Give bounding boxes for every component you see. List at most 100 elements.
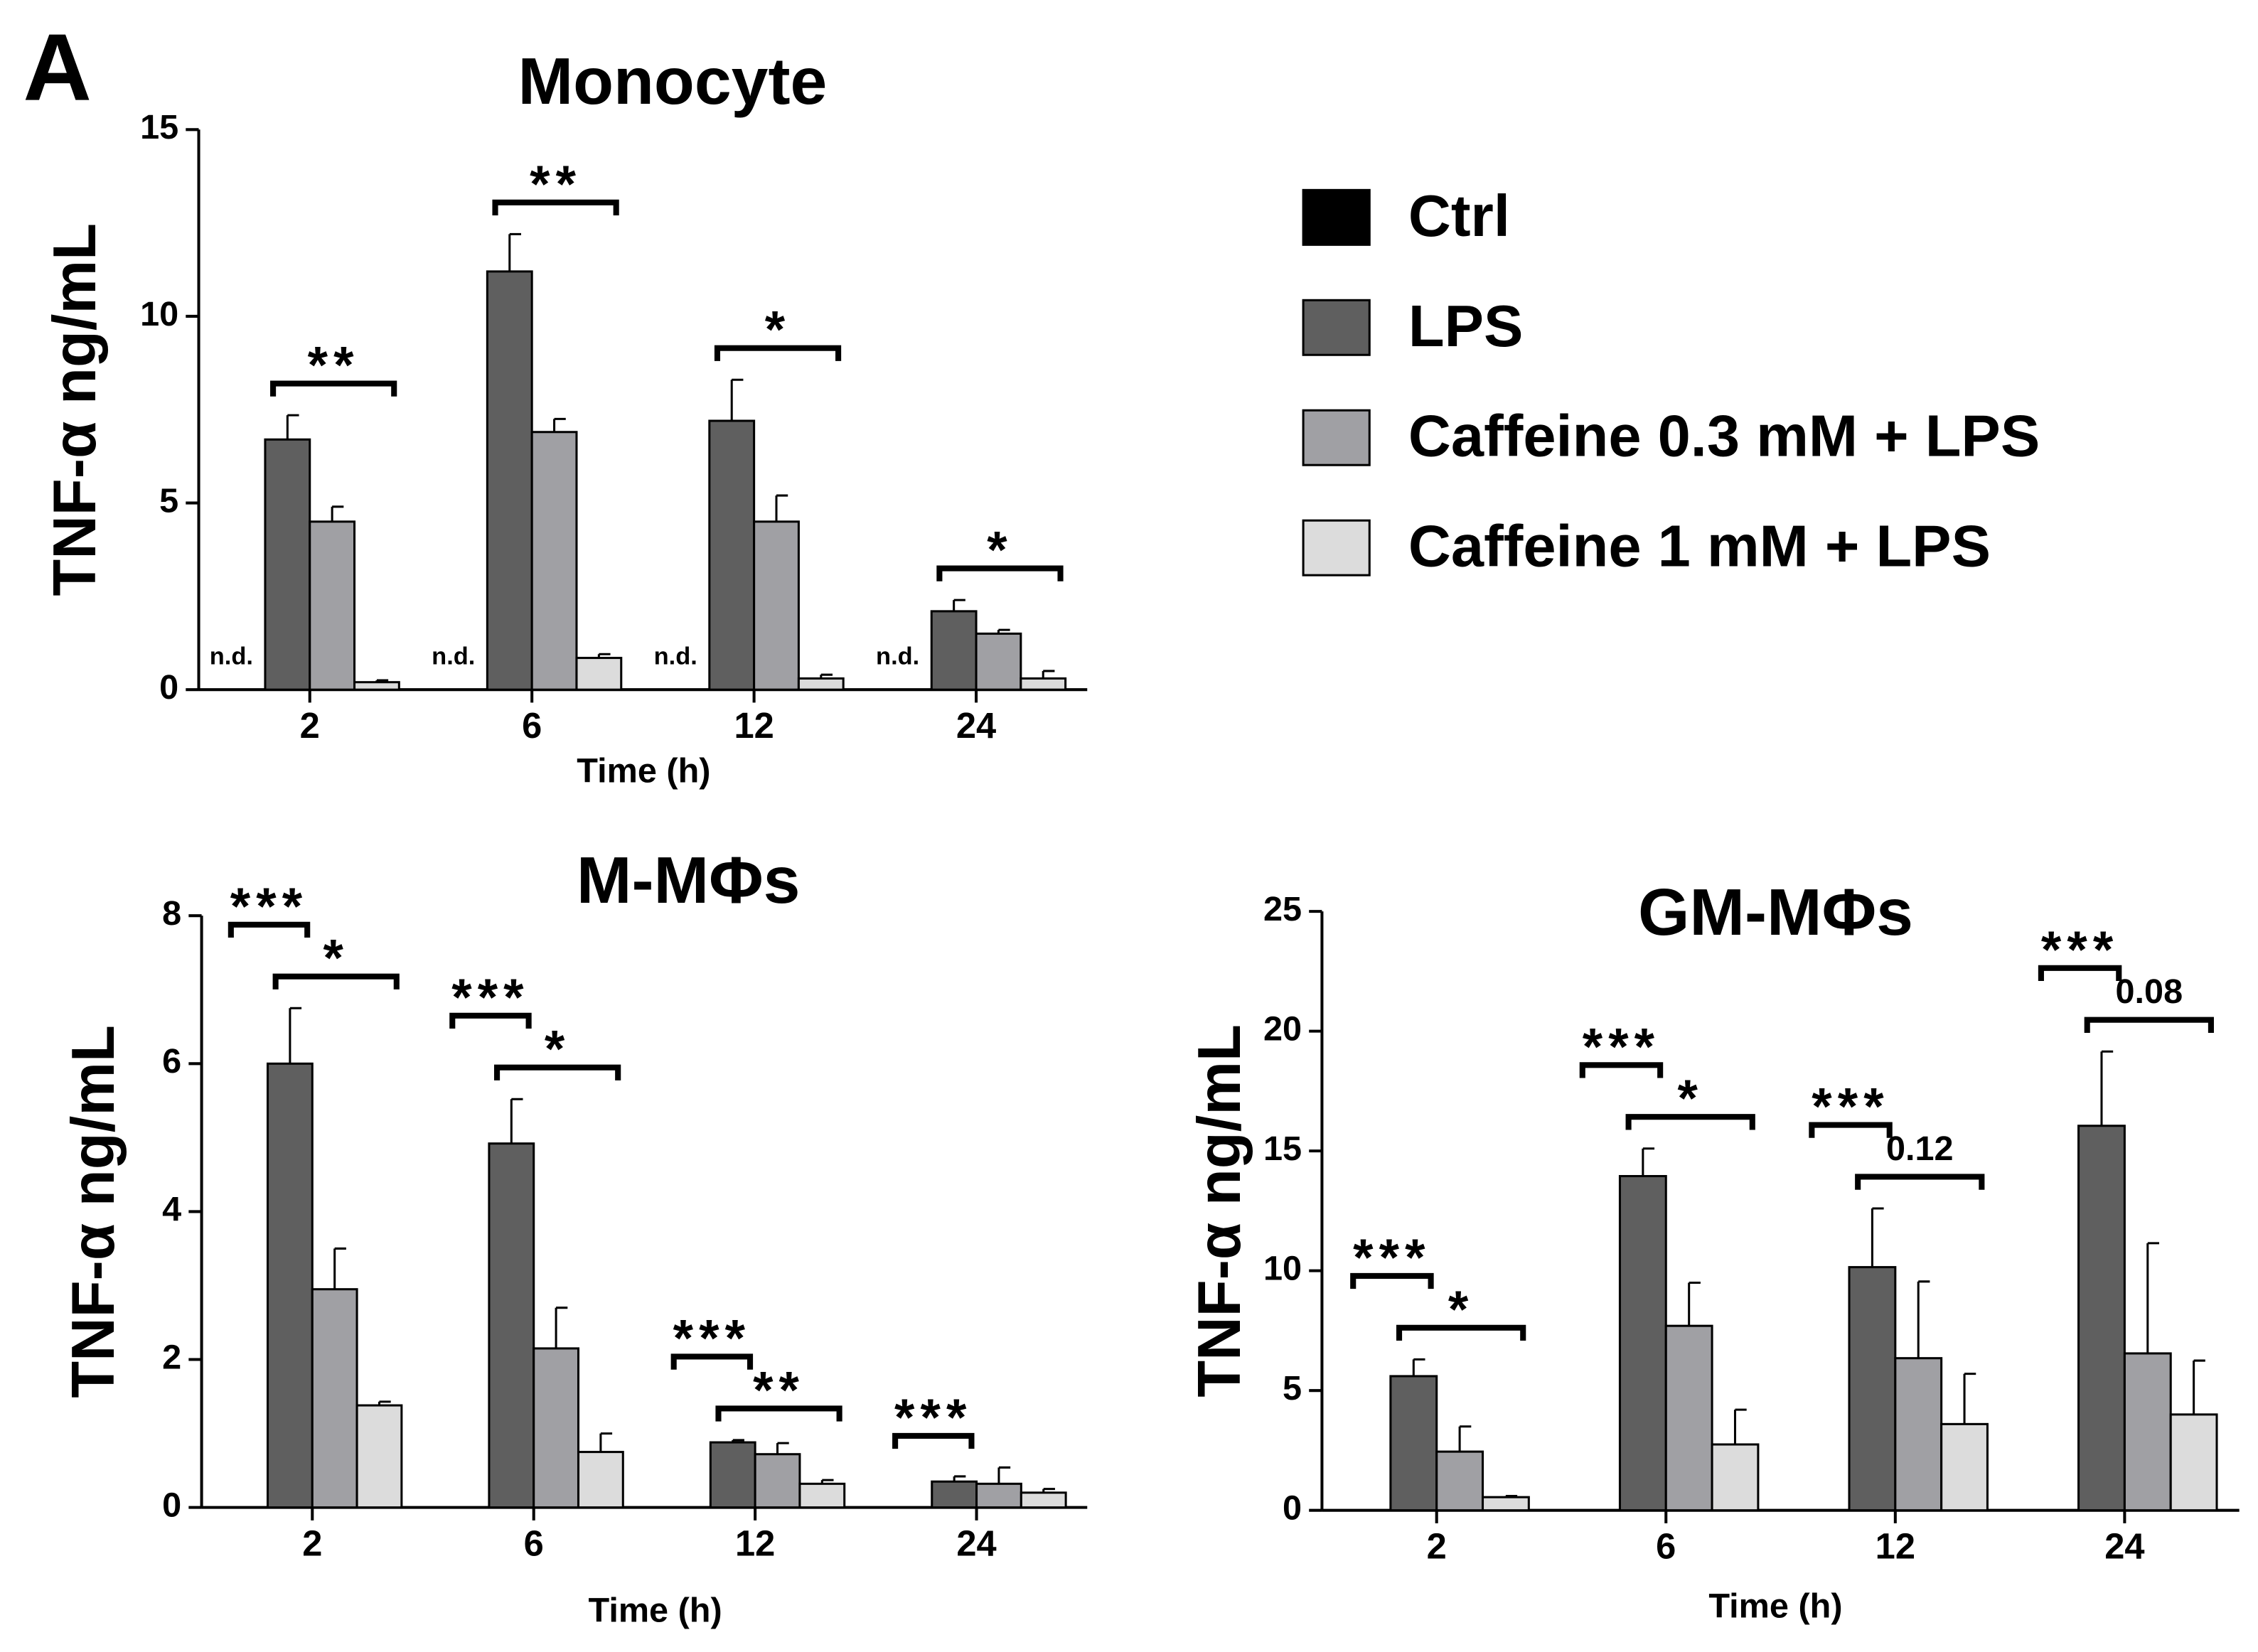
y-axis-label: TNF-α ng/mL [60, 1025, 127, 1398]
significance-label: *** [451, 969, 529, 1026]
significance-label: *** [230, 878, 308, 935]
significance-label: 0.08 [2116, 972, 2183, 1011]
significance-label: * [765, 301, 791, 359]
y-tick-label: 20 [1263, 1009, 1302, 1048]
bar [753, 520, 800, 691]
bar [1481, 1496, 1530, 1512]
x-axis-label: Time (h) [577, 752, 710, 790]
significance-bracket [936, 565, 1064, 581]
bar [1940, 1422, 1989, 1512]
y-tick-label: 0 [162, 1486, 181, 1524]
significance-label: 0.12 [1886, 1130, 1954, 1168]
bar [975, 1482, 1022, 1509]
y-tick-label: 10 [140, 295, 178, 333]
significance-bracket [2038, 965, 2122, 982]
bar [797, 677, 845, 691]
chart-title: Monocyte [518, 44, 828, 118]
y-tick-label: 4 [162, 1190, 181, 1228]
x-tick-label: 24 [956, 1523, 996, 1564]
x-tick-label: 2 [1427, 1526, 1447, 1567]
x-tick-label: 2 [302, 1523, 322, 1564]
y-tick-label: 10 [1263, 1250, 1302, 1288]
legend-label: Caffeine 1 mM + LPS [1408, 513, 1991, 579]
significance-bracket [670, 1353, 754, 1370]
x-tick-label: 6 [1656, 1526, 1676, 1567]
y-tick-label: 15 [140, 108, 178, 146]
y-tick-label: 8 [162, 894, 181, 933]
chart-title: M-MΦs [577, 843, 801, 917]
legend-swatch [1302, 409, 1371, 466]
bar [930, 610, 978, 691]
significance-label: *** [673, 1309, 751, 1367]
bar [486, 270, 533, 691]
significance-label: * [1448, 1281, 1474, 1339]
significance-label: ** [530, 156, 582, 213]
y-tick-label: 0 [1283, 1489, 1302, 1528]
bar [709, 1441, 756, 1509]
x-tick-label: 2 [300, 705, 320, 746]
significance-bracket [272, 973, 400, 989]
bar [1894, 1357, 1943, 1512]
bar [311, 1288, 358, 1509]
bar [1435, 1450, 1484, 1512]
significance-bracket [1625, 1114, 1755, 1130]
legend-label: Caffeine 0.3 mM + LPS [1408, 403, 2040, 469]
chart: Monocyte Time (h) TNF-α ng/mL 0 5 10 15 2 6 12 24 n… [41, 44, 1088, 790]
x-axis-label: Time (h) [589, 1591, 722, 1629]
bar [575, 657, 623, 691]
significance-label: * [1677, 1070, 1703, 1127]
x-tick-label: 24 [2104, 1526, 2144, 1567]
significance-bracket [1396, 1324, 1526, 1341]
x-tick-label: 6 [522, 705, 542, 746]
bar [488, 1142, 535, 1509]
y-tick-label: 15 [1263, 1130, 1302, 1168]
significance-bracket [892, 1432, 975, 1449]
bar [353, 681, 400, 691]
legend-label: LPS [1408, 293, 1523, 359]
bar [309, 520, 356, 691]
bar [530, 431, 578, 691]
bar [1389, 1375, 1438, 1512]
bar [2123, 1352, 2172, 1512]
bar [1618, 1175, 1667, 1512]
significance-label: *** [2041, 921, 2119, 979]
y-axis-label: TNF-α ng/mL [41, 223, 109, 596]
significance-bracket [228, 921, 311, 938]
x-tick-label: 6 [524, 1523, 544, 1564]
significance-bracket [1579, 1062, 1664, 1078]
bar [533, 1347, 580, 1509]
bar [1711, 1443, 1760, 1512]
bar [1020, 677, 1067, 691]
y-axis-label: TNF-α ng/mL [1186, 1024, 1253, 1398]
bar [754, 1453, 801, 1509]
bar [1664, 1324, 1713, 1512]
bar [264, 438, 311, 691]
bar [355, 1404, 403, 1509]
bar [2077, 1125, 2126, 1512]
significance-bracket [1350, 1272, 1434, 1289]
x-tick-label: 24 [956, 705, 996, 746]
x-tick-label: 12 [1876, 1526, 1915, 1567]
bar [1020, 1491, 1067, 1509]
bar [931, 1480, 978, 1509]
significance-bracket [270, 380, 397, 397]
bar [577, 1451, 624, 1509]
significance-label: *** [1812, 1078, 1889, 1136]
y-tick-label: 2 [162, 1338, 181, 1376]
bar [975, 632, 1022, 691]
significance-label: *** [894, 1389, 972, 1447]
significance-label: * [323, 930, 348, 987]
significance-bracket [715, 1405, 842, 1422]
bar [1848, 1266, 1897, 1512]
bar [2169, 1413, 2218, 1512]
significance-bracket [449, 1012, 532, 1029]
bar [708, 419, 756, 691]
value-label: n.d. [432, 643, 475, 670]
y-tick-label: 5 [159, 481, 178, 520]
significance-label: ** [753, 1361, 805, 1419]
y-tick-label: 0 [159, 668, 178, 707]
significance-label: * [987, 522, 1012, 579]
chart: GM-MΦs Time (h) TNF-α ng/mL 0 5 10 15 20 25 2 6 12 2… [1186, 875, 2240, 1625]
x-axis-label: Time (h) [1708, 1587, 1842, 1625]
